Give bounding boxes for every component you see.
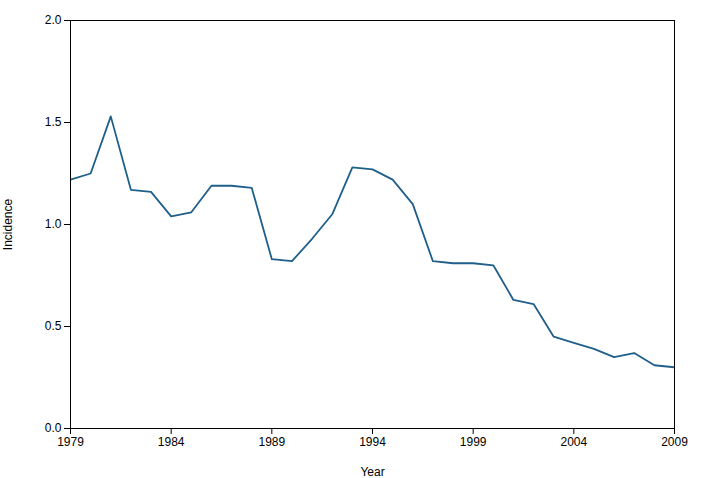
svg-text:1989: 1989	[258, 435, 285, 449]
svg-text:2004: 2004	[560, 435, 587, 449]
svg-text:1.0: 1.0	[45, 217, 62, 231]
svg-text:1994: 1994	[359, 435, 386, 449]
svg-text:Year: Year	[360, 465, 384, 478]
svg-text:0.5: 0.5	[45, 319, 62, 333]
svg-text:1.5: 1.5	[45, 115, 62, 129]
svg-text:1984: 1984	[158, 435, 185, 449]
svg-text:2009: 2009	[661, 435, 688, 449]
svg-text:1999: 1999	[460, 435, 487, 449]
svg-text:Incidence: Incidence	[1, 198, 15, 250]
svg-text:1979: 1979	[57, 435, 84, 449]
svg-text:0.0: 0.0	[45, 421, 62, 435]
svg-text:2.0: 2.0	[45, 13, 62, 27]
